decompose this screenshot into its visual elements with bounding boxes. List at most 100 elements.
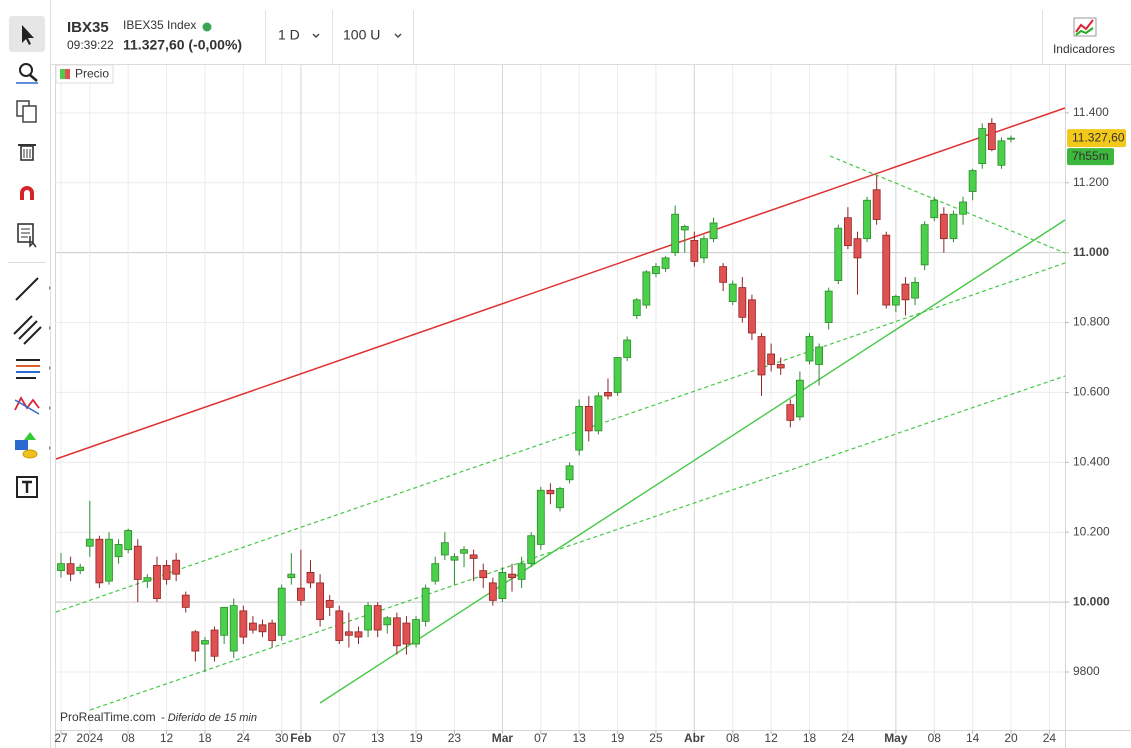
y-tick-label: 10.800 xyxy=(1073,315,1110,329)
candle-body xyxy=(652,266,660,275)
candle-body xyxy=(249,622,257,631)
last-price-label: 11.327,60 xyxy=(1072,130,1125,144)
candle-body xyxy=(325,599,334,608)
candle-body xyxy=(373,605,382,631)
x-tick-label: 23 xyxy=(448,731,462,745)
candle-body xyxy=(488,582,497,601)
tool-text[interactable] xyxy=(16,476,38,498)
tool-list[interactable] xyxy=(17,223,37,248)
candle-body xyxy=(1007,137,1015,140)
candle-body xyxy=(834,227,843,282)
candle-body xyxy=(853,238,862,259)
toolbar xyxy=(0,0,50,748)
candle-body xyxy=(412,619,420,645)
x-tick-label: 27 xyxy=(54,731,68,745)
candle-body xyxy=(335,610,344,641)
candle-body xyxy=(306,571,315,584)
candle-body xyxy=(268,622,277,641)
tool-pattern[interactable] xyxy=(14,396,40,415)
chevron xyxy=(312,33,320,38)
candle-body xyxy=(805,336,814,362)
x-tick-label: 20 xyxy=(1004,731,1018,745)
candle-body xyxy=(105,538,113,582)
candle-body xyxy=(421,587,430,622)
candle-body xyxy=(728,283,737,302)
x-tick-label: 08 xyxy=(726,731,740,745)
candle-body xyxy=(632,299,641,316)
last-price-badge xyxy=(1067,129,1126,148)
y-tick-label: 10.600 xyxy=(1073,385,1110,399)
legend-box[interactable] xyxy=(55,64,114,84)
candle-body xyxy=(987,122,996,150)
trendline[interactable] xyxy=(55,107,1066,460)
y-tick-label: 10.000 xyxy=(1073,594,1110,608)
candle-body xyxy=(767,353,776,365)
symbol[interactable]: IBX35 xyxy=(67,19,109,36)
x-tick-label: 24 xyxy=(1043,731,1057,745)
candle-body xyxy=(172,559,181,575)
legend-swatch xyxy=(65,69,70,79)
candle-body xyxy=(690,240,699,262)
candle-body xyxy=(344,631,353,636)
candle-body xyxy=(162,565,171,580)
indicators-button[interactable]: Indicadores xyxy=(1053,42,1115,56)
candle-body xyxy=(556,488,564,509)
tool-magnet[interactable] xyxy=(20,186,34,200)
tool-delete[interactable] xyxy=(18,144,36,161)
candle-body xyxy=(498,571,507,600)
x-tick-label: 25 xyxy=(649,731,663,745)
instrument: IBEX35 Index xyxy=(123,18,196,32)
x-tick-label: 07 xyxy=(534,731,548,745)
candle-body xyxy=(680,226,689,231)
x-tick-label: 19 xyxy=(409,731,423,745)
candle-body xyxy=(882,234,891,306)
candle-body xyxy=(930,199,939,219)
candle-body xyxy=(402,622,411,645)
price: 11.327,60 (-0,00%) xyxy=(123,37,242,53)
x-tick-label: 30 xyxy=(275,731,289,745)
timeframe[interactable]: 1 D xyxy=(278,27,300,43)
tool-arrows xyxy=(49,286,51,450)
tool-channel[interactable] xyxy=(13,315,42,345)
channel-line[interactable] xyxy=(829,155,1066,254)
channel-line[interactable] xyxy=(55,262,1066,613)
candle-body xyxy=(613,357,622,393)
tool-copy[interactable] xyxy=(16,100,37,123)
candles xyxy=(57,118,1015,672)
candle-body xyxy=(575,406,584,451)
candle-body xyxy=(364,605,372,631)
candle-body xyxy=(66,563,75,575)
countdown-badge xyxy=(1067,148,1114,166)
tool-fibonacci[interactable] xyxy=(16,359,40,379)
x-tick-label: 13 xyxy=(573,731,587,745)
x-tick-label: 24 xyxy=(237,731,251,745)
countdown-label: 7h55m xyxy=(1072,149,1109,163)
candle-body xyxy=(949,213,958,240)
candle-body xyxy=(786,404,795,421)
candle-body xyxy=(939,213,948,240)
tool-cursor[interactable] xyxy=(22,25,34,45)
candle-body xyxy=(776,364,785,369)
tool-zoom[interactable] xyxy=(16,63,38,84)
candle-body xyxy=(978,128,987,164)
tool-shapes[interactable] xyxy=(15,432,38,459)
trendline[interactable] xyxy=(319,219,1066,704)
candle-body xyxy=(824,290,833,323)
candle-body xyxy=(431,563,440,582)
x-tick-label: 18 xyxy=(803,731,817,745)
x-tick-label: 12 xyxy=(160,731,174,745)
candle-body xyxy=(239,610,248,638)
y-tick-label: 11.400 xyxy=(1073,105,1109,119)
candle-body xyxy=(258,624,267,633)
candle-body xyxy=(565,465,574,481)
candle-body xyxy=(757,336,766,376)
units[interactable]: 100 U xyxy=(343,27,380,43)
x-tick-label: 19 xyxy=(611,731,625,745)
x-tick-label: 07 xyxy=(333,731,347,745)
candle-body xyxy=(527,535,536,565)
time: 09:39:22 xyxy=(67,38,114,52)
tool-line[interactable] xyxy=(15,277,39,301)
candle-body xyxy=(210,629,219,657)
channel-line[interactable] xyxy=(89,375,1066,711)
candle-body xyxy=(450,556,459,561)
